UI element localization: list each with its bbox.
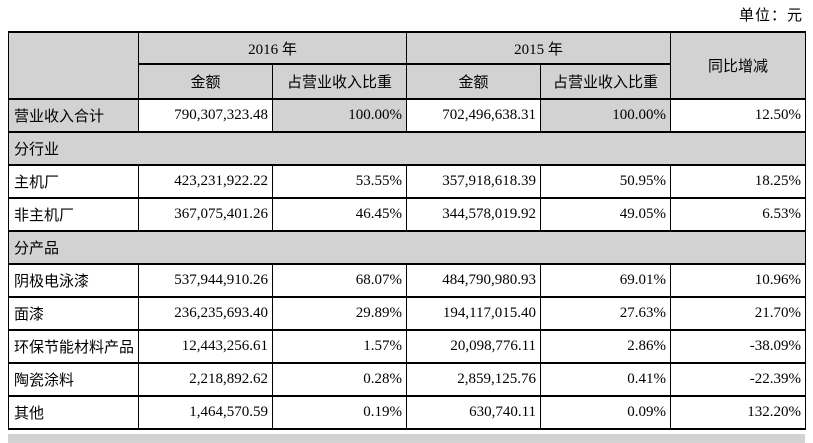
cell-yoy: 18.25% — [670, 164, 807, 199]
cell-ratio-2015: 69.01% — [540, 263, 672, 298]
cell-amount-2015: 357,918,618.39 — [406, 164, 542, 199]
table-row: 环保节能材料产品 12,443,256.61 1.57% 20,098,776.… — [8, 329, 807, 364]
cell-ratio-2016: 0.19% — [271, 395, 408, 430]
header-year-2015: 2015 年 — [406, 31, 672, 65]
cell-ratio-2015: 49.05% — [540, 197, 672, 232]
cell-ratio-2015: 27.63% — [540, 296, 672, 331]
cell-label: 面漆 — [8, 296, 139, 331]
cell-amount-2016: 367,075,401.26 — [138, 197, 273, 232]
cell-amount-2016: 12,443,256.61 — [138, 329, 273, 364]
table-row-total: 营业收入合计 790,307,323.48 100.00% 702,496,63… — [8, 98, 807, 133]
cell-yoy: -22.39% — [670, 362, 807, 397]
unit-label: 单位：元 — [738, 8, 803, 24]
cell-ratio-2015: 100.00% — [540, 98, 672, 133]
cell-ratio-2016: 53.55% — [271, 164, 408, 199]
table-row: 陶瓷涂料 2,218,892.62 0.28% 2,859,125.76 0.4… — [8, 362, 807, 397]
cell-label: 非主机厂 — [8, 197, 139, 232]
cell-ratio-2015: 50.95% — [540, 164, 672, 199]
cell-amount-2016: 790,307,323.48 — [138, 98, 273, 133]
cell-ratio-2016: 68.07% — [271, 263, 408, 298]
cell-yoy: 10.96% — [670, 263, 807, 298]
table-row: 其他 1,464,570.59 0.19% 630,740.11 0.09% 1… — [8, 395, 807, 430]
cell-ratio-2016: 46.45% — [271, 197, 408, 232]
section-row-product: 分产品 — [7, 230, 807, 265]
cell-yoy: 6.53% — [670, 197, 807, 232]
cell-yoy: 12.50% — [670, 98, 807, 133]
cell-amount-2015: 194,117,015.40 — [406, 296, 542, 331]
corner-cell — [8, 31, 139, 100]
cell-label: 营业收入合计 — [8, 98, 139, 133]
cell-yoy: -38.09% — [670, 329, 807, 364]
cell-amount-2016: 1,464,570.59 — [138, 395, 273, 430]
cell-label: 其他 — [8, 395, 139, 430]
revenue-table: 2016 年 2015 年 同比增减 金额 占营业收入比重 金额 占营业收入比重… — [7, 31, 807, 430]
cell-label: 主机厂 — [8, 164, 139, 199]
table-row: 阴极电泳漆 537,944,910.26 68.07% 484,790,980.… — [8, 263, 807, 298]
cell-ratio-2015: 2.86% — [540, 329, 672, 364]
cell-yoy: 21.70% — [670, 296, 807, 331]
header-amount-2016: 金额 — [138, 63, 273, 100]
cell-ratio-2015: 0.09% — [540, 395, 672, 430]
cell-amount-2016: 236,235,693.40 — [138, 296, 273, 331]
cell-amount-2015: 20,098,776.11 — [406, 329, 542, 364]
cell-amount-2015: 2,859,125.76 — [406, 362, 542, 397]
cell-ratio-2016: 100.00% — [271, 98, 408, 133]
table-row: 主机厂 423,231,922.22 53.55% 357,918,618.39… — [8, 164, 807, 199]
section-label: 分行业 — [7, 131, 807, 166]
cell-amount-2016: 2,218,892.62 — [138, 362, 273, 397]
cell-ratio-2016: 1.57% — [271, 329, 408, 364]
header-row-metrics: 金额 占营业收入比重 金额 占营业收入比重 — [9, 63, 806, 100]
header-row-years: 2016 年 2015 年 同比增减 — [8, 31, 807, 100]
section-row-industry: 分行业 — [7, 131, 807, 166]
cell-amount-2016: 423,231,922.22 — [138, 164, 273, 199]
cell-amount-2016: 537,944,910.26 — [138, 263, 273, 298]
cell-label: 阴极电泳漆 — [8, 263, 139, 298]
cell-ratio-2016: 29.89% — [271, 296, 408, 331]
table-row: 非主机厂 367,075,401.26 46.45% 344,578,019.9… — [8, 197, 807, 232]
cell-label: 环保节能材料产品 — [8, 329, 139, 364]
cell-amount-2015: 484,790,980.93 — [406, 263, 542, 298]
header-amount-2015: 金额 — [406, 63, 542, 100]
cell-ratio-2016: 0.28% — [271, 362, 408, 397]
header-ratio-2015: 占营业收入比重 — [540, 63, 672, 100]
header-yoy: 同比增减 — [670, 31, 807, 100]
next-row-cutoff — [8, 434, 805, 443]
section-label: 分产品 — [7, 230, 807, 265]
cell-amount-2015: 344,578,019.92 — [406, 197, 542, 232]
header-ratio-2016: 占营业收入比重 — [271, 63, 408, 100]
table-row: 面漆 236,235,693.40 29.89% 194,117,015.40 … — [8, 296, 807, 331]
cell-label: 陶瓷涂料 — [8, 362, 139, 397]
cell-amount-2015: 630,740.11 — [406, 395, 542, 430]
cell-yoy: 132.20% — [670, 395, 807, 430]
header-year-2016: 2016 年 — [137, 31, 408, 65]
cell-ratio-2015: 0.41% — [540, 362, 672, 397]
cell-amount-2015: 702,496,638.31 — [406, 98, 542, 133]
